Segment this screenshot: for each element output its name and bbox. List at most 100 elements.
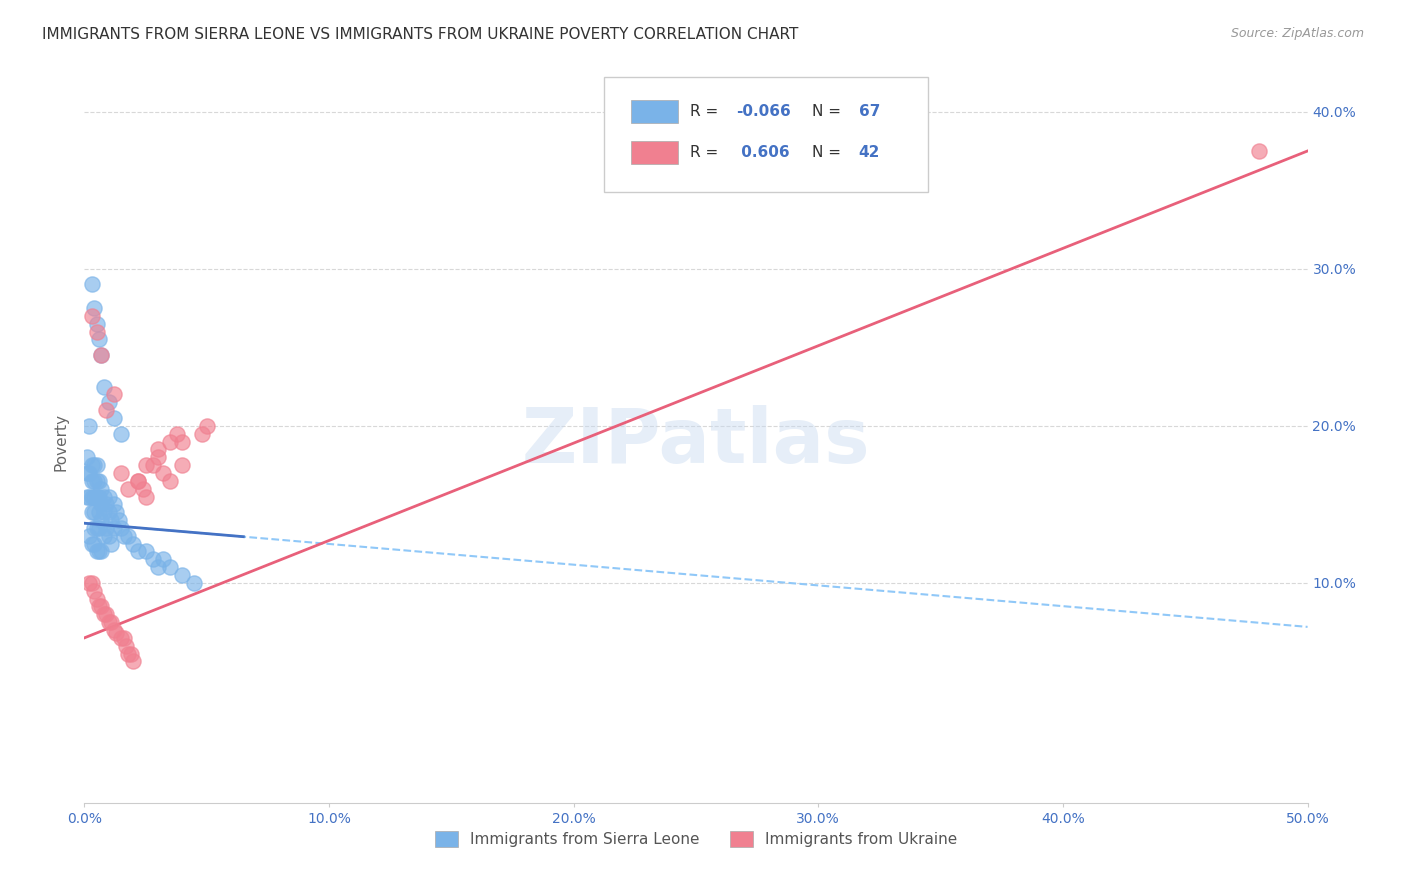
Point xyxy=(87,474,110,488)
Point xyxy=(77,418,100,433)
Point xyxy=(90,348,112,362)
Point xyxy=(83,505,105,519)
FancyBboxPatch shape xyxy=(631,141,678,164)
Point xyxy=(103,411,125,425)
Text: N =: N = xyxy=(813,103,846,119)
Point xyxy=(90,348,112,362)
Point xyxy=(110,426,132,441)
Point xyxy=(112,631,135,645)
Point xyxy=(127,544,149,558)
Point xyxy=(159,560,181,574)
Point xyxy=(115,639,138,653)
Text: N =: N = xyxy=(813,145,846,160)
Legend: Immigrants from Sierra Leone, Immigrants from Ukraine: Immigrants from Sierra Leone, Immigrants… xyxy=(429,825,963,853)
Point xyxy=(86,490,108,504)
Text: ZIPatlas: ZIPatlas xyxy=(522,405,870,478)
Point xyxy=(97,505,120,519)
Point xyxy=(105,505,128,519)
Point xyxy=(76,466,98,480)
FancyBboxPatch shape xyxy=(631,100,678,123)
Point xyxy=(172,458,194,472)
Point xyxy=(93,505,115,519)
Point xyxy=(96,497,118,511)
Point xyxy=(159,474,181,488)
Point xyxy=(105,626,128,640)
Text: Source: ZipAtlas.com: Source: ZipAtlas.com xyxy=(1230,27,1364,40)
Point xyxy=(100,536,122,550)
Point xyxy=(90,544,112,558)
Point xyxy=(86,317,108,331)
Point xyxy=(90,513,112,527)
Point xyxy=(90,482,112,496)
Point xyxy=(97,490,120,504)
Point xyxy=(87,599,110,614)
Point xyxy=(132,482,155,496)
Point xyxy=(93,379,115,393)
Text: R =: R = xyxy=(690,145,723,160)
Point xyxy=(135,490,157,504)
Point xyxy=(103,521,125,535)
Point xyxy=(80,277,103,292)
Point xyxy=(120,647,142,661)
Point xyxy=(183,575,205,590)
Point xyxy=(97,529,120,543)
Text: R =: R = xyxy=(690,103,723,119)
Point xyxy=(103,497,125,511)
Point xyxy=(80,458,103,472)
Point xyxy=(142,552,165,566)
Point xyxy=(93,607,115,622)
Text: -0.066: -0.066 xyxy=(737,103,792,119)
Point xyxy=(83,458,105,472)
Point xyxy=(87,521,110,535)
Point xyxy=(86,544,108,558)
Point xyxy=(76,450,98,465)
Point xyxy=(117,647,139,661)
Point xyxy=(146,450,169,465)
Point xyxy=(152,552,174,566)
Point xyxy=(146,442,169,457)
Point xyxy=(93,529,115,543)
Point xyxy=(87,333,110,347)
Point xyxy=(195,418,218,433)
Point xyxy=(112,529,135,543)
Point xyxy=(159,434,181,449)
Point xyxy=(127,474,149,488)
Point xyxy=(80,474,103,488)
Point xyxy=(97,395,120,409)
Text: IMMIGRANTS FROM SIERRA LEONE VS IMMIGRANTS FROM UKRAINE POVERTY CORRELATION CHAR: IMMIGRANTS FROM SIERRA LEONE VS IMMIGRAN… xyxy=(42,27,799,42)
Point xyxy=(103,623,125,637)
Point xyxy=(96,403,118,417)
Point xyxy=(83,583,105,598)
Point xyxy=(86,591,108,606)
Point xyxy=(87,490,110,504)
Point xyxy=(110,521,132,535)
Point xyxy=(83,536,105,550)
Point xyxy=(93,490,115,504)
Point xyxy=(142,458,165,472)
Point xyxy=(86,474,108,488)
Point xyxy=(80,536,103,550)
Point xyxy=(107,513,129,527)
Y-axis label: Poverty: Poverty xyxy=(53,412,69,471)
Point xyxy=(76,490,98,504)
Point xyxy=(100,615,122,630)
Point xyxy=(96,521,118,535)
Point xyxy=(146,560,169,574)
Point xyxy=(1247,144,1270,158)
FancyBboxPatch shape xyxy=(605,77,928,193)
Point xyxy=(100,513,122,527)
Point xyxy=(172,568,194,582)
Point xyxy=(80,309,103,323)
Point xyxy=(96,607,118,622)
Point xyxy=(77,466,100,480)
Point xyxy=(87,505,110,519)
Point xyxy=(166,426,188,441)
Point xyxy=(80,575,103,590)
Point xyxy=(83,521,105,535)
Point xyxy=(86,458,108,472)
Point xyxy=(90,599,112,614)
Point xyxy=(77,490,100,504)
Point xyxy=(191,426,214,441)
Point xyxy=(152,466,174,480)
Point xyxy=(77,529,100,543)
